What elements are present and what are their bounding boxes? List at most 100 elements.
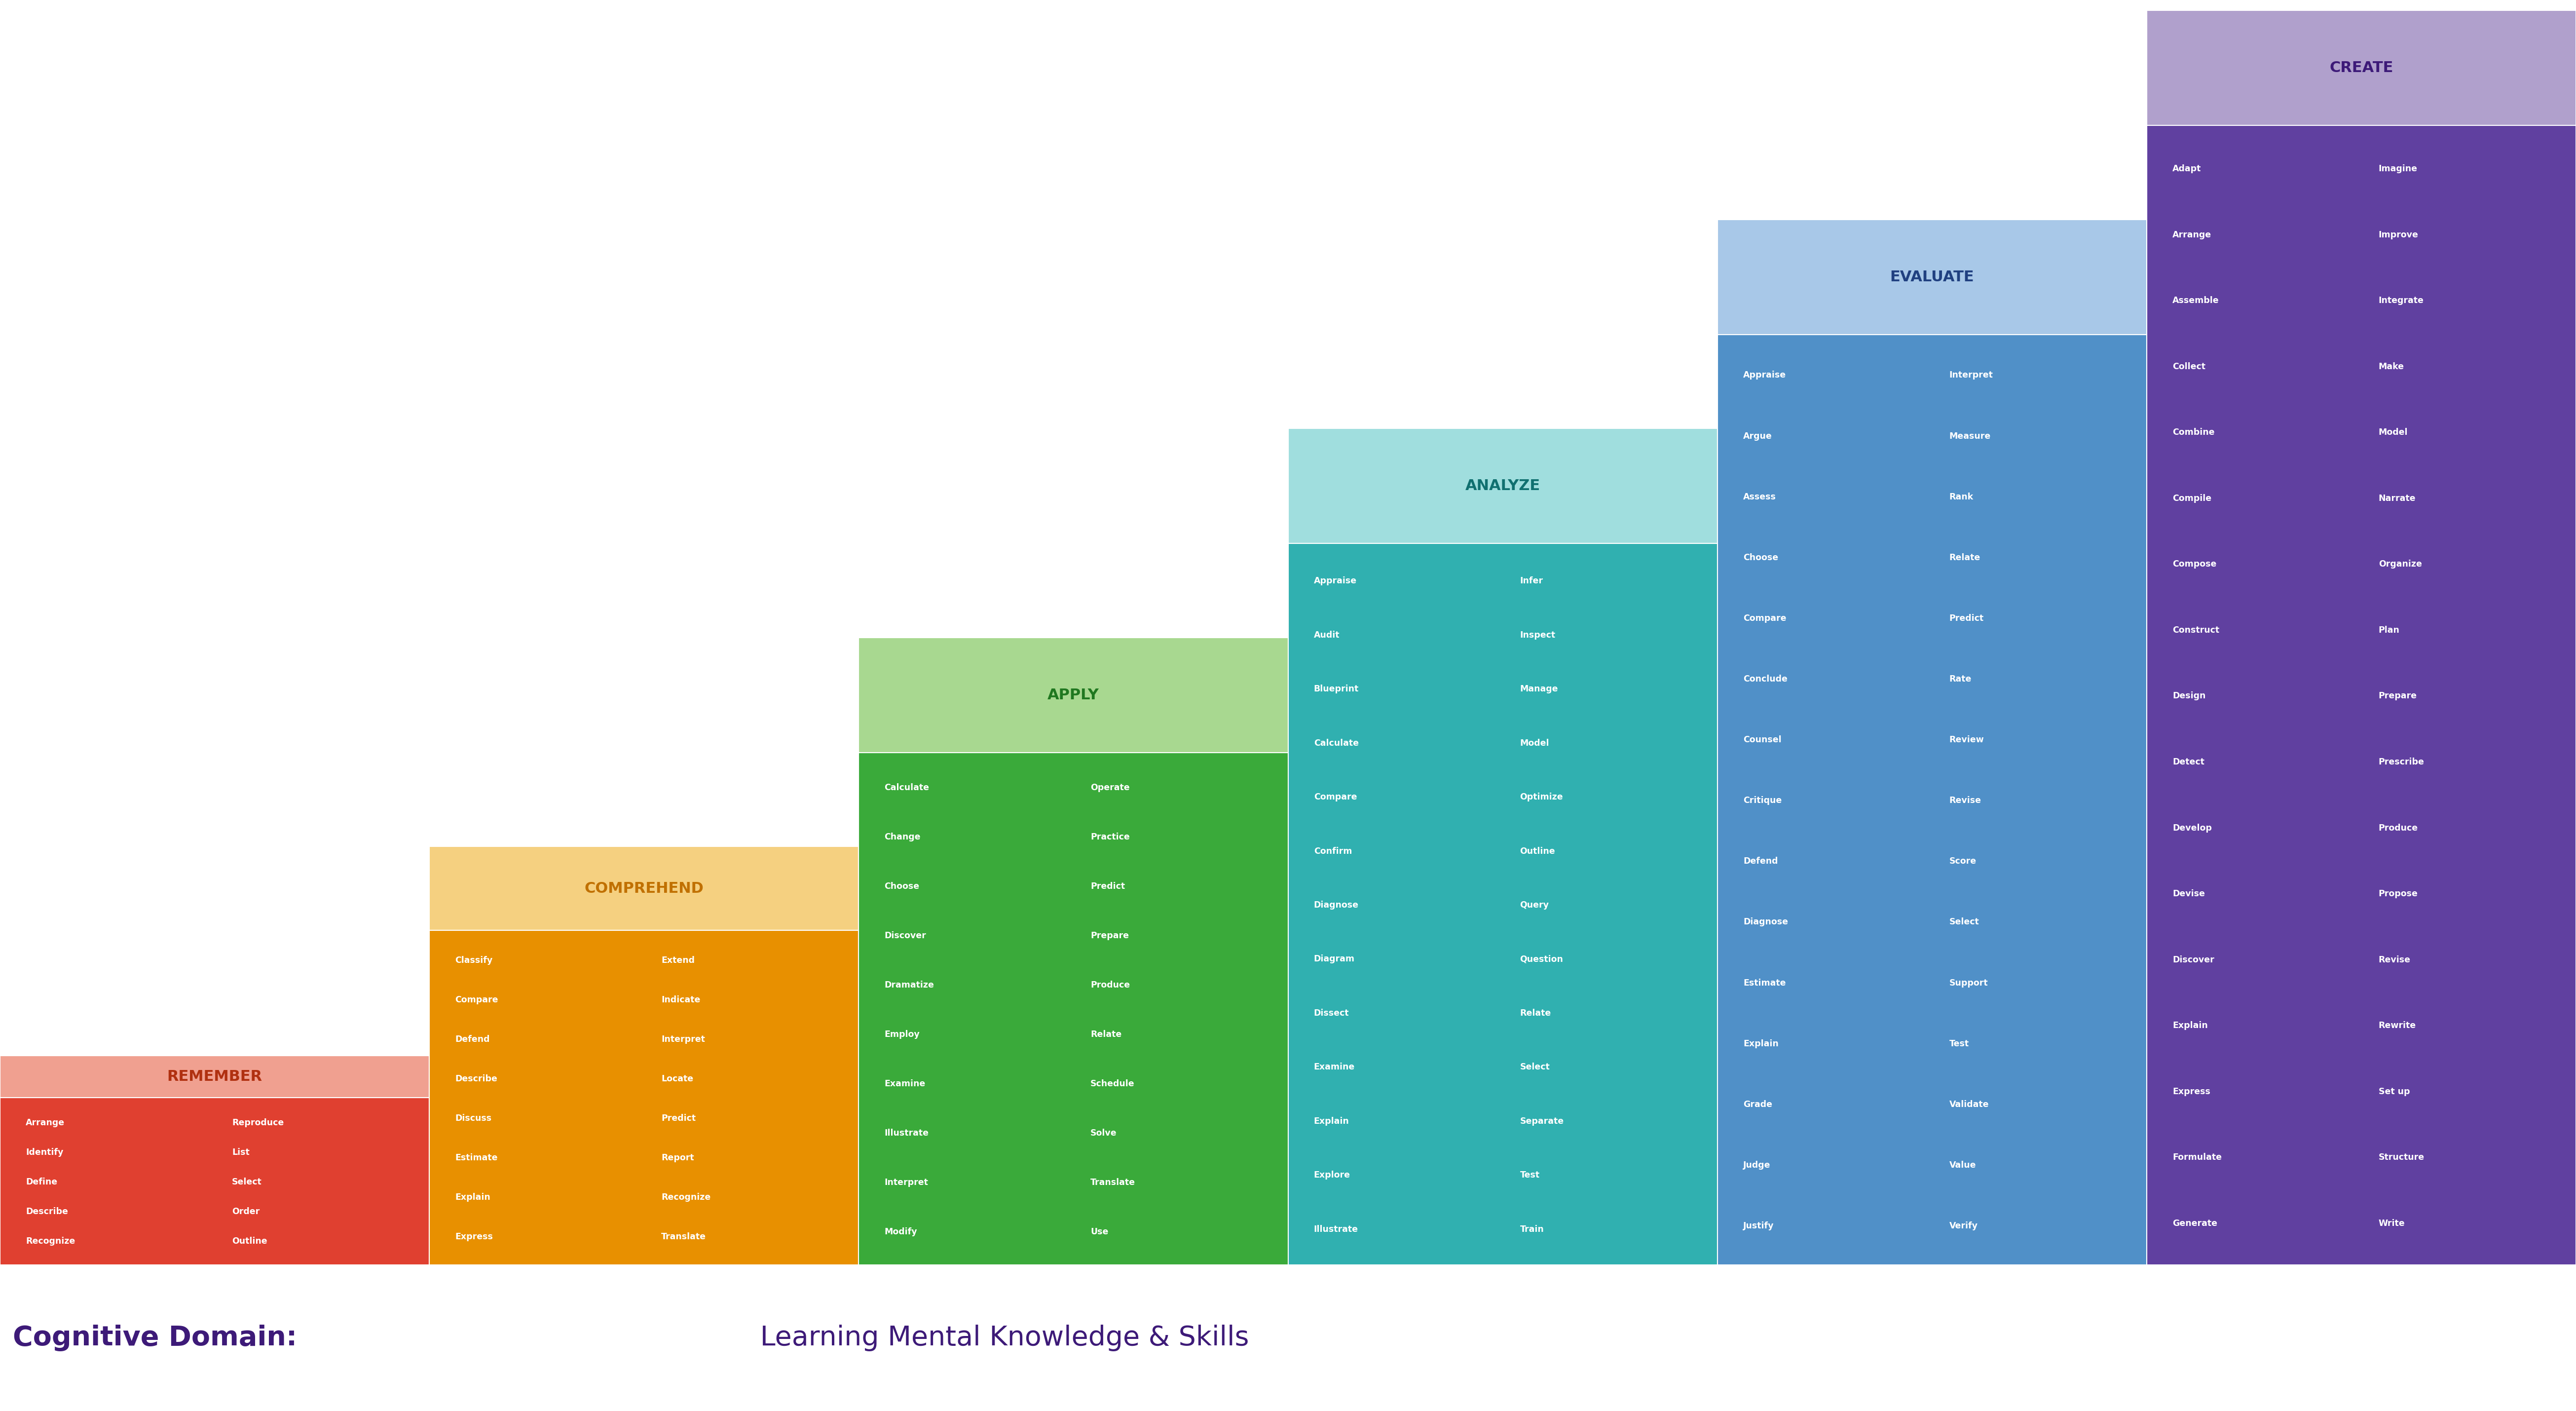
Text: Select: Select: [1520, 1062, 1551, 1072]
Text: Formulate: Formulate: [2172, 1153, 2221, 1161]
Text: Locate: Locate: [662, 1074, 693, 1084]
Text: Interpret: Interpret: [662, 1034, 706, 1044]
Text: Relate: Relate: [1950, 553, 1981, 562]
Text: Test: Test: [1520, 1171, 1540, 1180]
Text: Produce: Produce: [1090, 981, 1131, 989]
Text: REMEMBER: REMEMBER: [167, 1070, 263, 1084]
Bar: [1718, 220, 2146, 334]
Text: Learning Mental Knowledge & Skills: Learning Mental Knowledge & Skills: [752, 1325, 1249, 1352]
Text: Describe: Describe: [456, 1074, 497, 1084]
Text: Express: Express: [2172, 1086, 2210, 1096]
Text: Separate: Separate: [1520, 1116, 1564, 1126]
Text: Calculate: Calculate: [1314, 738, 1358, 748]
Text: Illustrate: Illustrate: [884, 1129, 930, 1137]
Text: Explain: Explain: [456, 1192, 489, 1202]
Text: Audit: Audit: [1314, 631, 1340, 639]
Text: Explain: Explain: [2172, 1022, 2208, 1030]
Text: Discuss: Discuss: [456, 1113, 492, 1123]
Text: Rewrite: Rewrite: [2378, 1022, 2416, 1030]
Text: Diagnose: Diagnose: [1744, 917, 1788, 927]
Text: Manage: Manage: [1520, 684, 1558, 693]
Text: Recognize: Recognize: [26, 1237, 75, 1246]
Text: Train: Train: [1520, 1225, 1543, 1233]
Bar: [858, 752, 1288, 1264]
Text: Support: Support: [1950, 978, 1989, 988]
Text: Arrange: Arrange: [2172, 230, 2210, 240]
Text: Construct: Construct: [2172, 625, 2221, 635]
Text: Prepare: Prepare: [1090, 931, 1128, 940]
Text: Review: Review: [1950, 735, 1984, 744]
Text: Estimate: Estimate: [1744, 978, 1785, 988]
Text: EVALUATE: EVALUATE: [1891, 270, 1973, 284]
Text: Select: Select: [232, 1178, 263, 1187]
Text: Define: Define: [26, 1178, 57, 1187]
Text: COMPREHEND: COMPREHEND: [585, 882, 703, 896]
Bar: [1718, 334, 2146, 1264]
Text: Compare: Compare: [1744, 614, 1785, 622]
Text: Interpret: Interpret: [884, 1178, 927, 1187]
Text: Dramatize: Dramatize: [884, 981, 935, 989]
Text: Compile: Compile: [2172, 494, 2210, 502]
Text: Narrate: Narrate: [2378, 494, 2416, 502]
Text: Design: Design: [2172, 691, 2205, 700]
Text: Combine: Combine: [2172, 428, 2215, 437]
Text: Assemble: Assemble: [2172, 296, 2218, 305]
Text: Appraise: Appraise: [1314, 577, 1358, 586]
Text: Compose: Compose: [2172, 560, 2215, 569]
Text: Dissect: Dissect: [1314, 1009, 1350, 1017]
Text: Compare: Compare: [1314, 793, 1358, 801]
Text: Question: Question: [1520, 955, 1564, 964]
Text: Predict: Predict: [1950, 614, 1984, 622]
Text: Select: Select: [1950, 917, 1978, 927]
Text: Relate: Relate: [1090, 1030, 1121, 1038]
Text: Change: Change: [884, 832, 920, 841]
Text: Grade: Grade: [1744, 1101, 1772, 1109]
Text: Defend: Defend: [456, 1034, 489, 1044]
Text: Confirm: Confirm: [1314, 847, 1352, 855]
Text: Set up: Set up: [2378, 1086, 2409, 1096]
Text: Identify: Identify: [26, 1149, 64, 1157]
Text: Examine: Examine: [884, 1079, 925, 1088]
Text: Infer: Infer: [1520, 577, 1543, 586]
Text: Organize: Organize: [2378, 560, 2421, 569]
Text: Reproduce: Reproduce: [232, 1119, 283, 1127]
Text: Validate: Validate: [1950, 1101, 1989, 1109]
Text: Model: Model: [2378, 428, 2409, 437]
Text: Relate: Relate: [1520, 1009, 1551, 1017]
Bar: [430, 847, 858, 930]
Text: Counsel: Counsel: [1744, 735, 1783, 744]
Text: Diagram: Diagram: [1314, 955, 1355, 964]
Text: Integrate: Integrate: [2378, 296, 2424, 305]
Text: Score: Score: [1950, 856, 1976, 866]
Text: Explore: Explore: [1314, 1171, 1350, 1180]
Text: Translate: Translate: [662, 1232, 706, 1242]
Text: Use: Use: [1090, 1228, 1108, 1236]
Text: Rank: Rank: [1950, 492, 1973, 501]
Bar: [0, 1098, 430, 1264]
Text: Examine: Examine: [1314, 1062, 1355, 1072]
Text: ANALYZE: ANALYZE: [1466, 478, 1540, 494]
Text: Translate: Translate: [1090, 1178, 1136, 1187]
Text: Appraise: Appraise: [1744, 371, 1785, 380]
Text: Model: Model: [1520, 738, 1548, 748]
Text: Measure: Measure: [1950, 432, 1991, 440]
Text: Rate: Rate: [1950, 674, 1971, 683]
Bar: [1288, 429, 1718, 543]
Text: Justify: Justify: [1744, 1222, 1775, 1230]
Text: Argue: Argue: [1744, 432, 1772, 440]
Text: Critique: Critique: [1744, 796, 1783, 806]
Text: List: List: [232, 1149, 250, 1157]
Text: Judge: Judge: [1744, 1161, 1770, 1170]
Text: Explain: Explain: [1744, 1040, 1777, 1048]
Text: Classify: Classify: [456, 957, 492, 965]
Text: Choose: Choose: [884, 882, 920, 890]
Text: Discover: Discover: [884, 931, 927, 940]
Text: Compare: Compare: [456, 995, 497, 1005]
Text: Query: Query: [1520, 900, 1548, 910]
Text: Express: Express: [456, 1232, 492, 1242]
Text: Interpret: Interpret: [1950, 371, 1994, 380]
Text: Prescribe: Prescribe: [2378, 758, 2424, 766]
Text: Explain: Explain: [1314, 1116, 1350, 1126]
Text: Order: Order: [232, 1208, 260, 1216]
Text: Conclude: Conclude: [1744, 674, 1788, 683]
